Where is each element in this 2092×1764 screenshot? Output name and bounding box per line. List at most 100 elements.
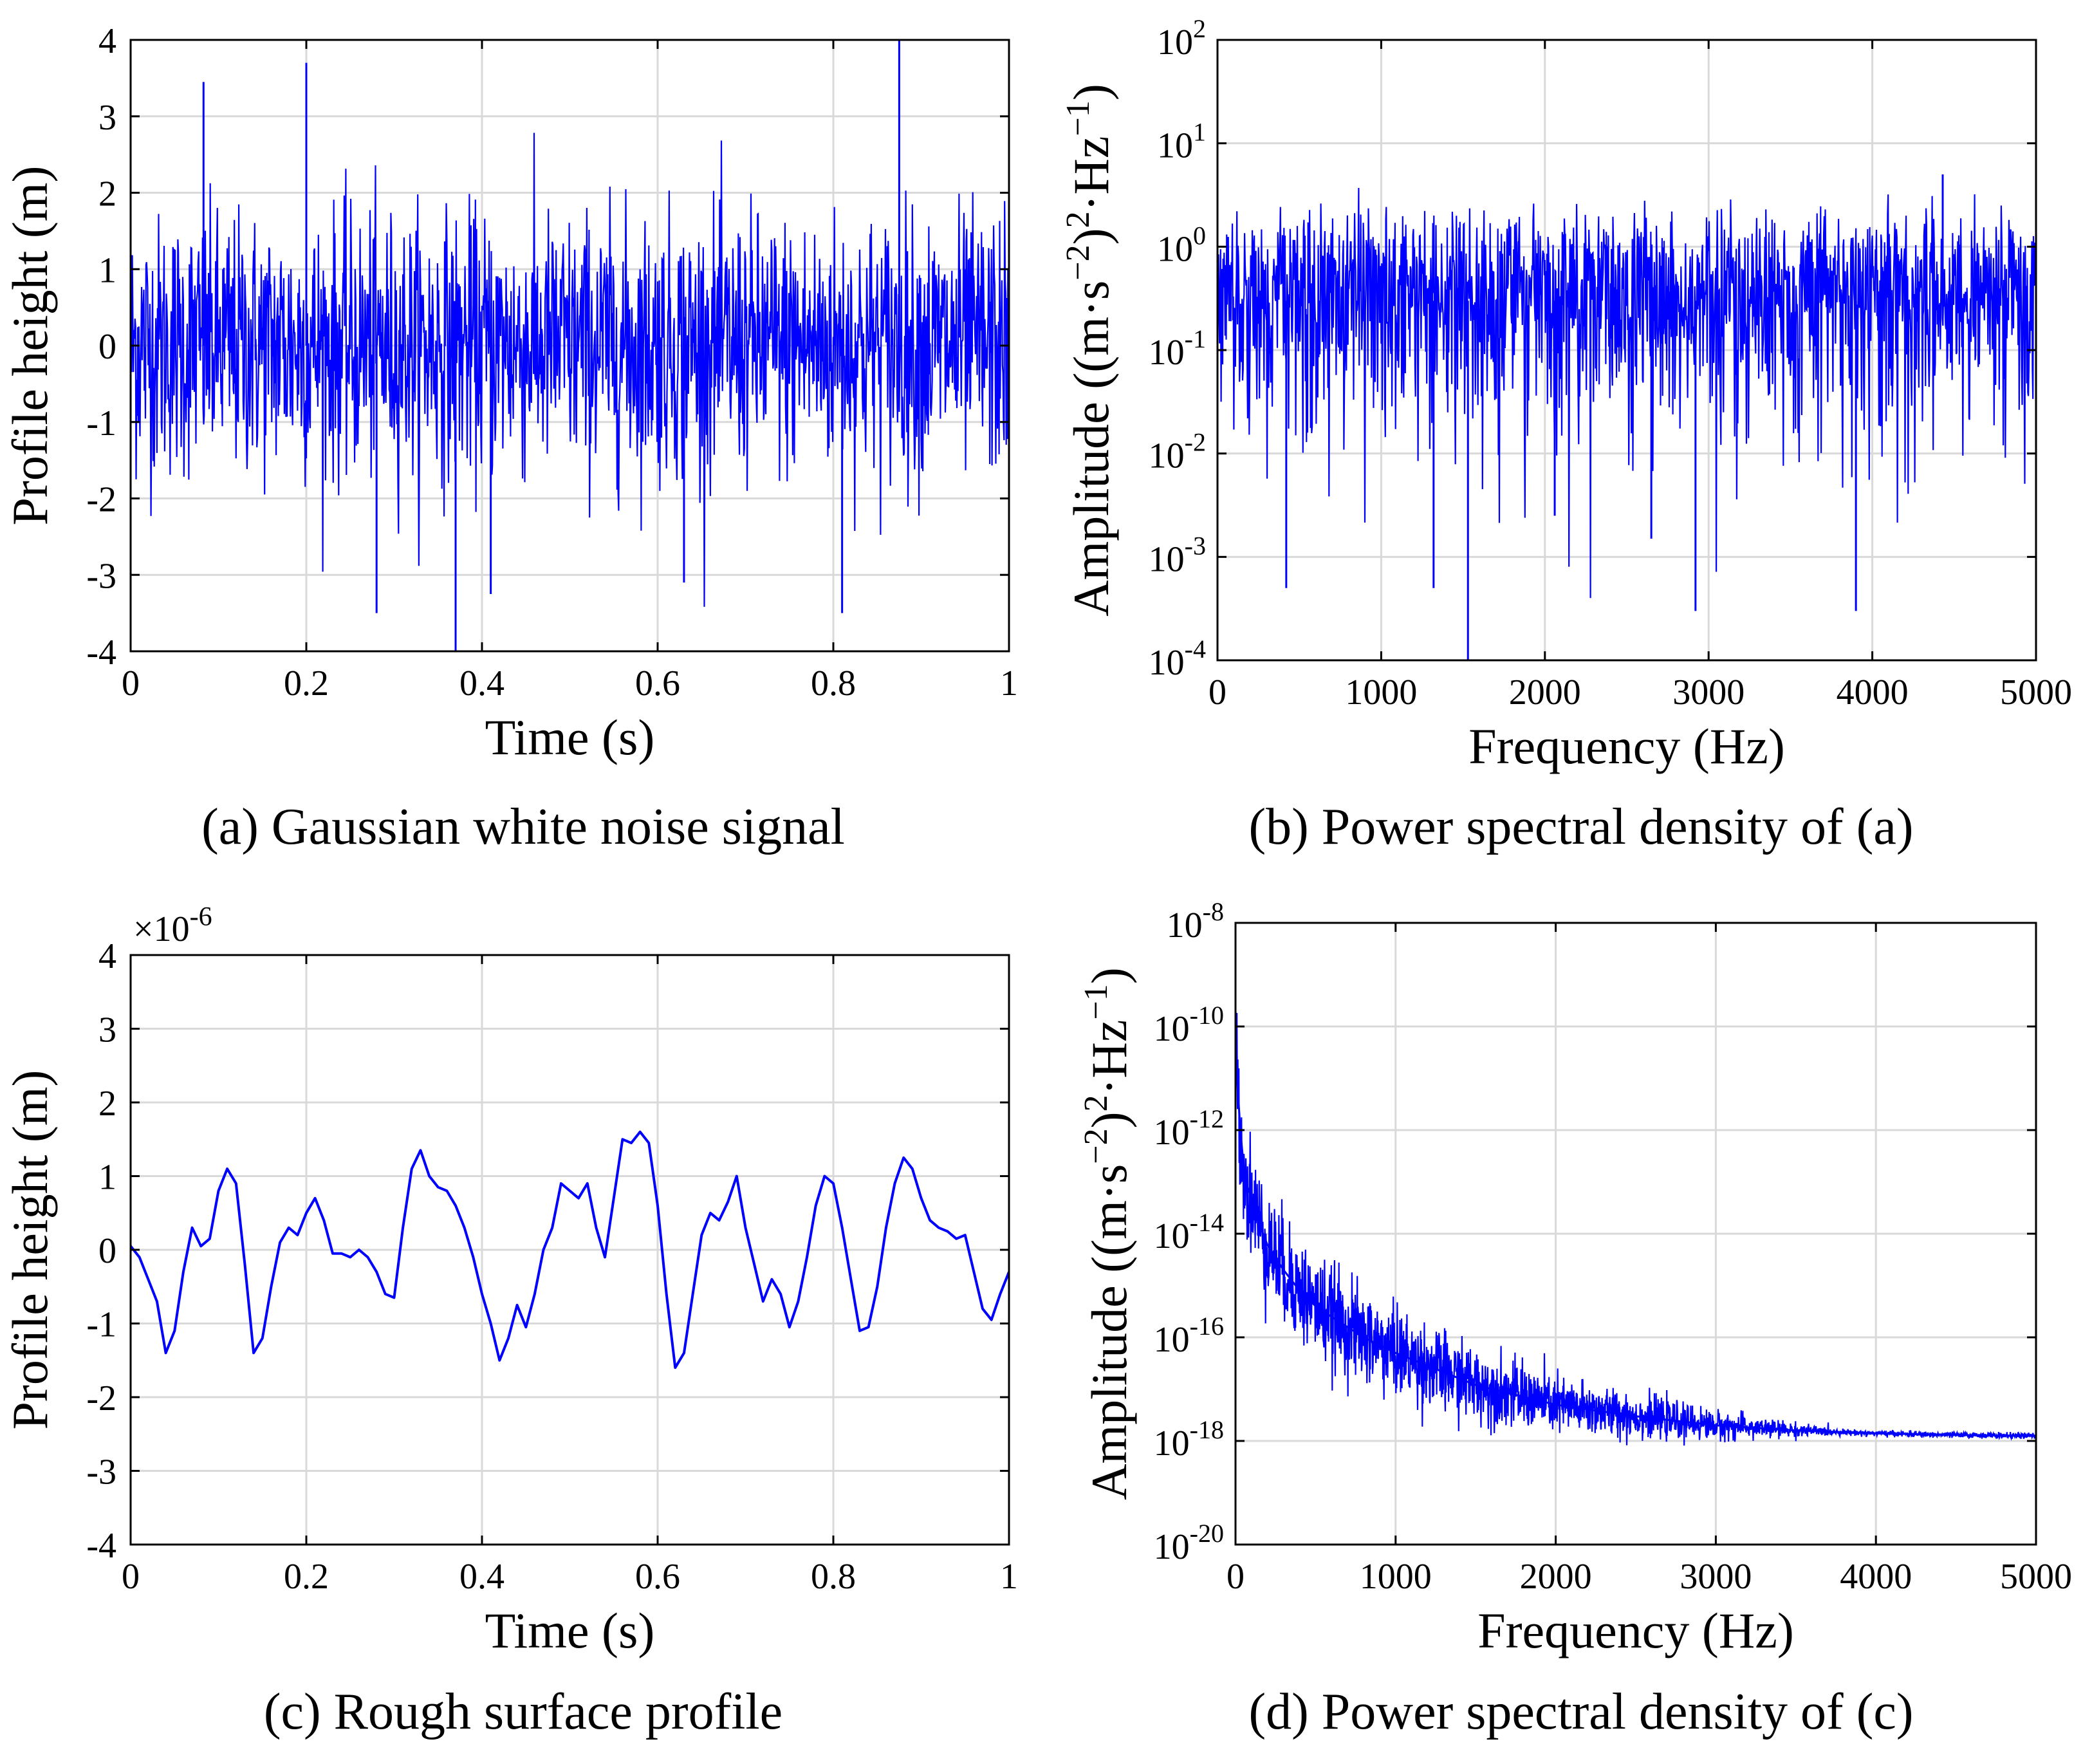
y-axis-label-part: ) xyxy=(1063,228,1119,245)
y-tick-label: -4 xyxy=(86,1526,116,1566)
caption-c: (c) Rough surface profile xyxy=(263,1684,783,1740)
psd-envelope-line xyxy=(1236,1026,2036,1437)
grid xyxy=(1236,923,2036,1545)
x-tick-label: 0.6 xyxy=(635,1557,680,1597)
grid xyxy=(131,955,1009,1545)
psd-series-line xyxy=(1236,1011,2036,1446)
y-tick-base: 10 xyxy=(1167,905,1203,945)
y-axis-label: Amplitude ((m·s−2)2·Hz−1) xyxy=(1078,967,1137,1500)
plot-area xyxy=(131,40,1009,651)
y-axis-label-part: −1 xyxy=(1060,100,1097,136)
y-axis-label: Amplitude ((m·s−2)2·Hz−1) xyxy=(1060,84,1119,617)
y-tick-exponent: 2 xyxy=(1193,14,1206,43)
x-tick-label: 0.2 xyxy=(284,664,329,703)
y-tick-label: -1 xyxy=(86,1305,116,1345)
x-tick-label: 4000 xyxy=(1837,673,1909,712)
panel-d-psd-surface: 0 1000 2000 3000 4000 500010-2010-1810-1610-1… xyxy=(1078,897,2072,1658)
x-tick-label: 0.4 xyxy=(459,664,504,703)
profile-series-line xyxy=(131,1130,1009,1369)
x-tick-label: 0.2 xyxy=(284,1557,329,1597)
y-axis-label-part: −2 xyxy=(1060,245,1097,280)
x-tick-label: 1 xyxy=(1000,1557,1018,1597)
y-tick-exponent: -4 xyxy=(1185,635,1206,664)
y-tick-exponent: -8 xyxy=(1203,897,1224,926)
y-tick-label: 10-18 xyxy=(1154,1415,1224,1463)
axis-multiplier: ×10-6 xyxy=(133,902,212,949)
y-axis-label-part: Amplitude ((m·s xyxy=(1081,1164,1137,1500)
x-tick-label: 2000 xyxy=(1520,1557,1592,1597)
x-tick-label: 0.4 xyxy=(459,1557,504,1597)
y-tick-label: -3 xyxy=(86,556,116,596)
y-tick-exponent: -16 xyxy=(1190,1312,1224,1341)
x-tick-label: 3000 xyxy=(1680,1557,1752,1597)
y-tick-base: 10 xyxy=(1154,1527,1190,1567)
y-tick-base: 10 xyxy=(1149,333,1185,373)
panel-c-rough-surface: 0 0.2 0.4 0.6 0.8 1 -4 -3 -2 -1 0 1 2 3 4 Time (s) Profi… xyxy=(2,902,1018,1658)
y-tick-base: 10 xyxy=(1149,436,1185,476)
y-axis-label: Profile height (m) xyxy=(2,1070,58,1430)
y-tick-base: 10 xyxy=(1157,23,1193,62)
x-tick-label: 4000 xyxy=(1840,1557,1912,1597)
plot-area xyxy=(131,1130,1009,1369)
x-tick-label: 0 xyxy=(1208,673,1227,712)
x-axis-label: Time (s) xyxy=(485,1602,655,1658)
x-tick-label: 0 xyxy=(122,664,140,703)
y-tick-exponent: 0 xyxy=(1193,221,1206,250)
y-tick-exponent: -10 xyxy=(1190,1001,1224,1030)
y-tick-base: 10 xyxy=(1154,1113,1190,1153)
caption-d: (d) Power spectral density of (c) xyxy=(1248,1684,1914,1740)
caption-b: (b) Power spectral density of (a) xyxy=(1248,799,1914,855)
y-tick-label: 10-20 xyxy=(1154,1519,1224,1567)
x-tick-label: 1000 xyxy=(1345,673,1417,712)
x-tick-label: 5000 xyxy=(2000,1557,2072,1597)
y-tick-base: 10 xyxy=(1149,539,1185,579)
y-tick-label: 10-10 xyxy=(1154,1001,1224,1049)
y-tick-label: 1 xyxy=(98,250,116,290)
noise-series-line xyxy=(131,133,1009,607)
y-tick-base: 10 xyxy=(1154,1216,1190,1256)
y-axis-label-part: 2 xyxy=(1060,211,1097,228)
y-tick-base: 10 xyxy=(1154,1009,1190,1049)
x-tick-label: 0 xyxy=(122,1557,140,1597)
y-axis-label-part: Amplitude ((m·s xyxy=(1063,281,1119,617)
y-axis-label-part: ·Hz xyxy=(1081,1019,1137,1095)
y-tick-exponent: -18 xyxy=(1190,1415,1224,1444)
y-tick-label: 0 xyxy=(98,327,116,367)
y-tick-base: 10 xyxy=(1157,126,1193,166)
x-tick-label: 3000 xyxy=(1672,673,1745,712)
x-tick-label: 0.6 xyxy=(635,664,680,703)
x-tick-label: 1000 xyxy=(1360,1557,1432,1597)
ticks: 0 1000 2000 3000 4000 500010-2010-1810-1610-1… xyxy=(1154,897,2072,1597)
y-axis-label-part: ) xyxy=(1063,84,1119,100)
y-tick-label: 0 xyxy=(98,1231,116,1271)
y-tick-label: 4 xyxy=(98,21,116,61)
y-axis-label-part: ) xyxy=(1081,967,1137,984)
x-tick-label: 0 xyxy=(1227,1557,1245,1597)
y-tick-label: 10-14 xyxy=(1154,1208,1224,1256)
y-tick-exponent: -12 xyxy=(1190,1104,1224,1133)
y-tick-label: 102 xyxy=(1157,14,1206,62)
x-tick-label: 2000 xyxy=(1509,673,1581,712)
y-axis-label-part: ) xyxy=(1081,1111,1137,1128)
plot-area xyxy=(1236,1011,2036,1446)
y-axis-label-part: 2 xyxy=(1078,1095,1115,1111)
y-tick-label: -3 xyxy=(86,1453,116,1492)
y-tick-exponent: -2 xyxy=(1185,428,1206,457)
y-tick-label: 101 xyxy=(1157,118,1206,166)
y-tick-exponent: -20 xyxy=(1190,1519,1224,1548)
x-axis-label: Frequency (Hz) xyxy=(1477,1602,1794,1658)
y-tick-label: -2 xyxy=(86,480,116,520)
x-tick-label: 0.8 xyxy=(811,1557,856,1597)
ticks: 0 0.2 0.4 0.6 0.8 1 -4 -3 -2 -1 0 1 2 3 4 xyxy=(86,21,1018,703)
y-tick-label: 10-4 xyxy=(1149,635,1206,683)
multiplier-base: ×10 xyxy=(133,909,190,949)
multiplier-exponent: -6 xyxy=(190,902,212,932)
y-tick-base: 10 xyxy=(1157,229,1193,269)
y-tick-exponent: -1 xyxy=(1185,324,1206,353)
y-tick-label: 10-16 xyxy=(1154,1312,1224,1360)
y-tick-label: 10-8 xyxy=(1167,897,1224,945)
y-axis-label-part: −2 xyxy=(1078,1128,1115,1164)
y-tick-label: -2 xyxy=(86,1379,116,1418)
y-tick-exponent: 1 xyxy=(1193,118,1206,147)
